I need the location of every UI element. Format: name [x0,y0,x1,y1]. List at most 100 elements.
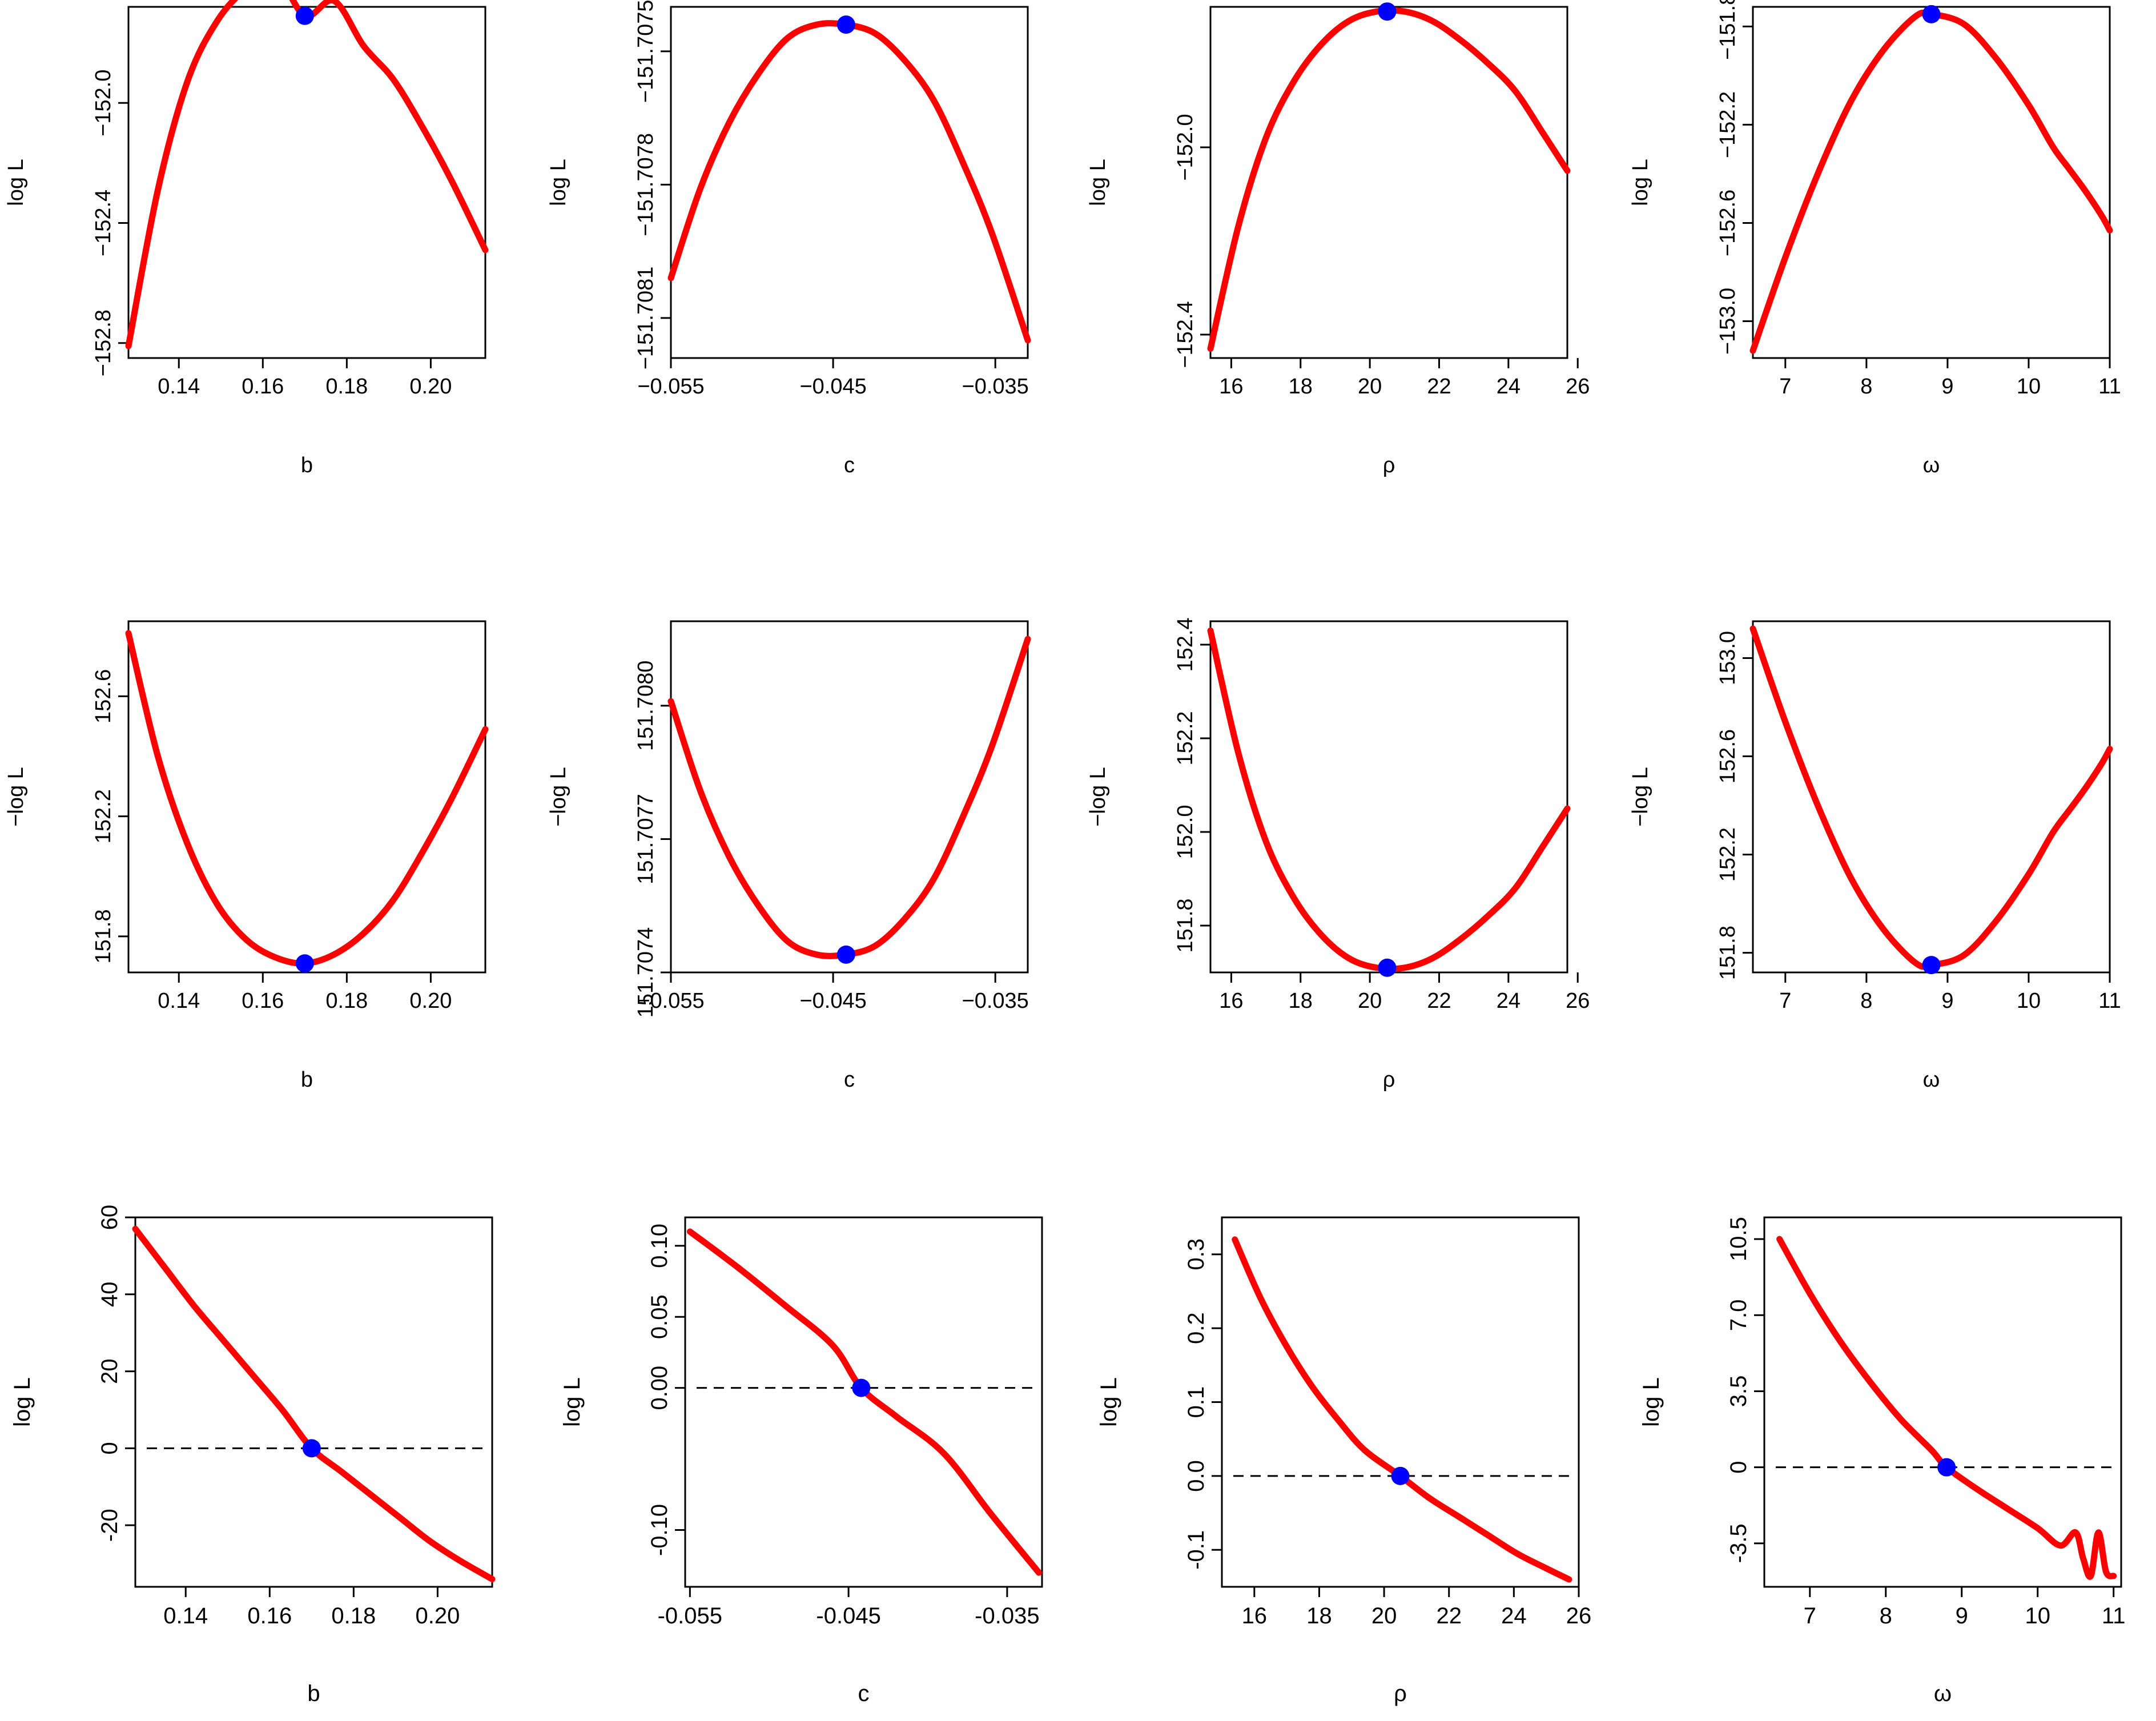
x-tick-label: −0.045 [799,989,866,1013]
y-tick-label: 0.05 [647,1294,672,1339]
y-axis-title: −log L [1086,767,1110,827]
x-tick-label: 0.20 [409,375,452,399]
optimum-point [1378,958,1397,977]
x-axis-title: ω [1923,453,1940,477]
x-tick-label: 0.14 [158,989,200,1013]
x-tick-label: −0.045 [799,375,866,399]
y-tick-label: −151.7075 [634,0,658,103]
plot-frame [1221,1216,1580,1588]
x-tick-label: 9 [1941,375,1953,399]
chart-panel-r1c4: 7 8 9 10 11 −153.0 −152.6 −152.2 −151.8 ω log L [1628,0,2121,477]
y-tick-label: 0.0 [1184,1460,1209,1492]
plot-frame [1763,1216,2122,1588]
optimum-point [1922,956,1941,975]
x-tick-label: 10 [2025,1603,2050,1628]
x-tick-label: 0.14 [158,375,200,399]
x-tick-label: 10 [2017,989,2041,1013]
y-tick-label: 152.2 [91,789,115,843]
x-axis-title: b [307,1681,320,1706]
x-tick-label: 16 [1242,1603,1268,1628]
y-tick-label: 0.00 [647,1366,672,1410]
y-tick-label: 0.10 [647,1224,672,1268]
x-tick-label: 0.18 [331,1603,376,1628]
x-tick-label: −0.035 [962,375,1029,399]
x-tick-label: 22 [1427,375,1451,399]
optimum-point [836,945,855,964]
y-tick-label: 152.6 [91,669,115,723]
x-tick-label: 18 [1289,989,1313,1013]
y-tick-label: −152.0 [1173,114,1197,180]
y-tick-label: 0 [1726,1461,1751,1474]
y-tick-label: 0.2 [1184,1312,1209,1344]
x-tick-label: -0.055 [658,1603,722,1628]
x-tick-label: 24 [1497,375,1521,399]
chart-panel-r2c1: 0.14 0.16 0.18 0.20 151.8 152.2 152.6 b −log L [4,620,489,1092]
plot-frame [670,6,1029,359]
x-tick-label: 11 [2098,989,2121,1013]
x-tick-label: −0.035 [962,989,1029,1013]
x-tick-label: −0.055 [637,375,704,399]
y-tick-label: 152.2 [1173,711,1197,765]
y-tick-label: 152.2 [1716,827,1740,882]
x-tick-label: 26 [1566,989,1590,1013]
y-axis-title: log L [1086,159,1110,206]
x-tick-label: 11 [2102,1603,2126,1628]
y-tick-label: 152.4 [1173,617,1197,671]
plot-frame [127,620,486,974]
y-tick-label: 151.7080 [634,661,658,751]
optimum-point [1937,1458,1956,1477]
x-tick-label: 16 [1219,375,1243,399]
plot-frame [1752,620,2111,974]
y-tick-label: −152.4 [1173,301,1197,368]
y-tick-label: −152.8 [91,309,115,376]
y-tick-label: 40 [97,1282,122,1308]
series-line [1207,7,1571,352]
x-tick-label: 0.16 [242,375,284,399]
x-axis-title: c [844,1068,855,1092]
y-tick-label: 0.1 [1184,1386,1209,1418]
y-tick-label: −152.4 [91,190,115,256]
x-tick-label: 9 [1941,989,1953,1013]
y-tick-label: 151.8 [1716,926,1740,980]
y-tick-label: 151.8 [1173,898,1197,952]
y-axis-title: −log L [1628,767,1652,827]
x-tick-label: 18 [1306,1603,1332,1628]
y-tick-label: -0.10 [647,1504,672,1556]
chart-panel-r1c3: 16 18 20 22 24 26 −152.4 −152.0 ρ log L [1086,2,1590,477]
chart-panel-r1c2: −0.055 −0.045 −0.035 −151.7081 −151.7078 −151… [546,0,1031,477]
x-tick-label: 0.16 [242,989,284,1013]
y-tick-label: −152.6 [1716,190,1740,256]
y-tick-label: -0.1 [1184,1530,1209,1570]
series-line [1207,627,1571,972]
x-tick-label: 20 [1371,1603,1397,1628]
x-tick-label: 22 [1427,989,1451,1013]
series-line [1776,1236,2117,1580]
y-tick-label: −152.2 [1716,91,1740,158]
optimum-point [295,6,314,25]
y-tick-label: 152.6 [1716,729,1740,783]
x-tick-label: -0.035 [975,1603,1039,1628]
x-tick-label: 16 [1219,989,1243,1013]
x-tick-label: 9 [1956,1603,1968,1628]
y-tick-label: -3.5 [1726,1523,1751,1563]
x-axis-title: ρ [1383,1068,1395,1092]
x-tick-label: 20 [1358,375,1382,399]
y-axis-title: log L [1639,1377,1664,1427]
series-line [1232,1236,1572,1583]
y-tick-label: 7.0 [1726,1299,1751,1331]
y-tick-label: −152.0 [91,70,115,136]
x-tick-label: 20 [1358,989,1382,1013]
x-axis-title: c [844,453,855,477]
plot-frame [1209,620,1568,974]
optimum-point [852,1378,871,1397]
series-line [1749,9,2113,354]
x-tick-label: 8 [1860,375,1872,399]
series-line [667,636,1031,959]
x-axis-title: ω [1934,1681,1952,1706]
series-line [1749,625,2113,970]
x-tick-label: 10 [2017,375,2041,399]
chart-panel-r3c2: -0.055 -0.045 -0.035 -0.10 0.00 0.05 0.10 c log … [560,1216,1043,1706]
series-line [125,0,489,349]
series-line [686,1228,1042,1576]
